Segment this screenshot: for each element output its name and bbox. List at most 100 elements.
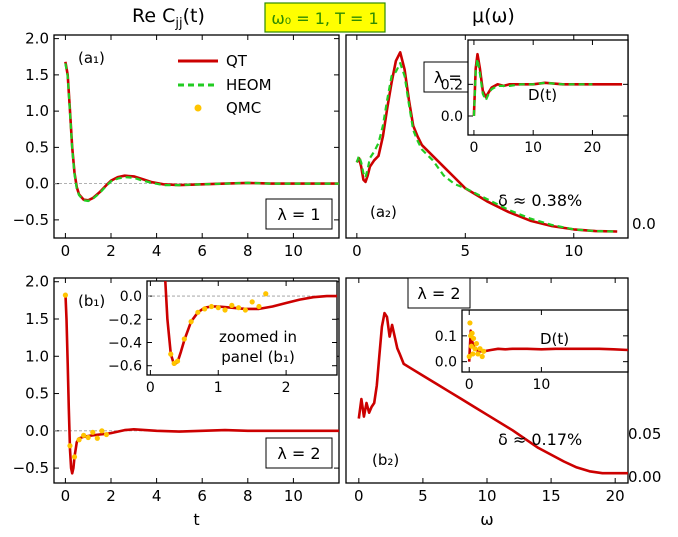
b1-inset-qmc-point — [215, 305, 221, 311]
a1-xtick-label: 4 — [152, 242, 162, 260]
clip-b2-plot — [357, 311, 628, 475]
b1-inset-qmc-point — [229, 302, 235, 308]
b2-inset-qmc-point — [479, 353, 485, 360]
a1-heom-line — [64, 63, 339, 203]
b1-ytick-label: 0.5 — [25, 385, 49, 403]
b2-inset-qmc-point — [467, 320, 473, 326]
b2-xlabel: ω — [480, 510, 493, 529]
a2-panel-label: (a₂) — [370, 203, 397, 221]
a2-xtick-label: 10 — [564, 242, 583, 260]
left-column-title: Re Cjj(t) — [132, 5, 205, 31]
clip-a1-plot — [54, 61, 339, 203]
b2-xtick-label: 5 — [418, 487, 428, 505]
b1-xtick-label: 2 — [106, 487, 116, 505]
b1-inset-qmc-point — [195, 309, 201, 315]
legend: QT HEOM QMC — [178, 52, 272, 117]
b1-frame — [53, 277, 340, 484]
b2-panel-label: (b₂) — [372, 451, 399, 469]
legend-heom-label: HEOM — [226, 76, 272, 94]
b1-inset-qmc-point — [208, 303, 215, 310]
b1-qmc-point — [99, 428, 105, 434]
b2-inset-qmc-point — [469, 330, 475, 336]
a1-lambda-label-box — [265, 198, 333, 230]
b1-inset-qmc-point — [188, 319, 194, 325]
b1-inset-xtick-label: 2 — [282, 380, 291, 396]
b2-inset-qmc-point — [481, 348, 487, 354]
a1-ytick-label: −0.5 — [13, 211, 49, 229]
b2-inset-qmc-point — [466, 353, 472, 360]
a2-xtick-label: 0 — [352, 242, 362, 260]
b2-inset-ytick-label: 0.0 — [435, 355, 457, 371]
clip-a2-plot — [355, 51, 618, 233]
b1-panel-label: (b₁) — [78, 292, 105, 310]
a1-xtick-label: 6 — [197, 242, 207, 260]
b1-inset-qmc-point — [242, 307, 248, 313]
clip-b2i-plot — [466, 320, 628, 362]
b1-xlabel: t — [193, 510, 199, 529]
b1-qmc-point — [71, 454, 78, 460]
a1-ytick-label: 0.0 — [25, 175, 49, 193]
a1-xtick-label: 8 — [243, 242, 253, 260]
b2-qt-line — [357, 311, 628, 475]
b1-qmc-point — [76, 437, 82, 443]
b2-inset-ytick-label: 0.1 — [435, 329, 457, 345]
b2-inset-xtick-label: 10 — [532, 377, 550, 393]
clip-b1i-plot — [147, 281, 337, 366]
b1-inset-ytick-label: 0.0 — [120, 289, 142, 305]
b1-inset-xtick-label: 1 — [214, 380, 223, 396]
b2-lambda-label: λ = 2 — [417, 284, 460, 303]
a2-lambda-label: λ = 1 — [434, 68, 477, 87]
b2-delta-label: δ ≈ 0.17% — [498, 430, 582, 449]
b2-right-ytick-1: 0.05 — [628, 425, 661, 443]
a1-ytick-label: 1.5 — [25, 66, 49, 84]
b1-inset-qmc-point — [202, 306, 208, 312]
b1-qmc-point — [62, 292, 68, 298]
a2-inset-ytick-label: 0.2 — [441, 77, 463, 93]
b1-inset-qmc-point — [168, 351, 174, 357]
a2-frame — [345, 34, 629, 239]
b2-inset-qmc-point — [468, 343, 474, 349]
b2-inset-qmc-point — [470, 351, 476, 357]
legend-qmc-marker — [194, 104, 202, 112]
b2-xtick-label: 15 — [542, 487, 561, 505]
b1-inset-qmc-point — [222, 307, 228, 313]
legend-qt-label: QT — [226, 52, 248, 70]
a1-ytick-label: 0.5 — [25, 138, 49, 156]
b2-xtick-label: 20 — [606, 487, 625, 505]
b1-inset-ytick-label: −0.6 — [108, 359, 142, 375]
b1-qmc-point — [81, 432, 87, 438]
b1-inset-qmc-point — [174, 358, 181, 364]
a2-heom-line — [355, 62, 618, 233]
a2-inset-xtick-label: 20 — [584, 140, 602, 156]
b1-ytick-label: 2.0 — [25, 273, 49, 291]
b2-inset-qmc-point — [472, 346, 478, 352]
b1-lambda-label: λ = 2 — [277, 444, 320, 463]
b1-xtick-label: 10 — [284, 487, 303, 505]
b2-inset-xtick-label: 0 — [465, 377, 474, 393]
b2-inset-qmc-point — [473, 340, 480, 347]
b2-inset-title: D(t) — [540, 330, 569, 348]
a1-frame — [53, 34, 340, 239]
a1-xtick-label: 0 — [61, 242, 71, 260]
b1-ytick-label: 1.0 — [25, 347, 49, 365]
b1-inset-qmc-point — [181, 336, 187, 342]
b1-inset-qmc-point — [236, 305, 242, 311]
b1-inset-ytick-label: −0.2 — [108, 312, 142, 328]
b1-ytick-label: −0.5 — [13, 459, 49, 477]
a2-inset-title: D(t) — [528, 86, 557, 104]
b2-inset-frame — [461, 309, 629, 373]
b2-xtick-label: 0 — [354, 487, 364, 505]
clip-b1-plot — [54, 292, 339, 475]
b2-inset-qmc-point — [475, 351, 481, 357]
a2-inset-xtick-label: 10 — [524, 140, 542, 156]
b1-qt-line — [64, 292, 339, 475]
b1-qmc-point — [67, 443, 73, 449]
a2-xtick-label: 5 — [461, 242, 471, 260]
a1-ytick-label: 1.0 — [25, 102, 49, 120]
b1-xtick-label: 0 — [61, 487, 71, 505]
panel-b1: 0 2 4 6 8 10 −0.5 0.0 0.5 1.0 1.5 2.0 (b₁) t λ = 2 0 1 2 −… — [13, 273, 340, 529]
a1-qt-line — [64, 61, 339, 202]
panel-b2: 0 5 10 15 20 (b₂) δ ≈ 0.17% ω λ = 2 0 10 0.0 0.1 D(t) — [345, 277, 629, 529]
clip-a2i-plot — [472, 52, 623, 117]
